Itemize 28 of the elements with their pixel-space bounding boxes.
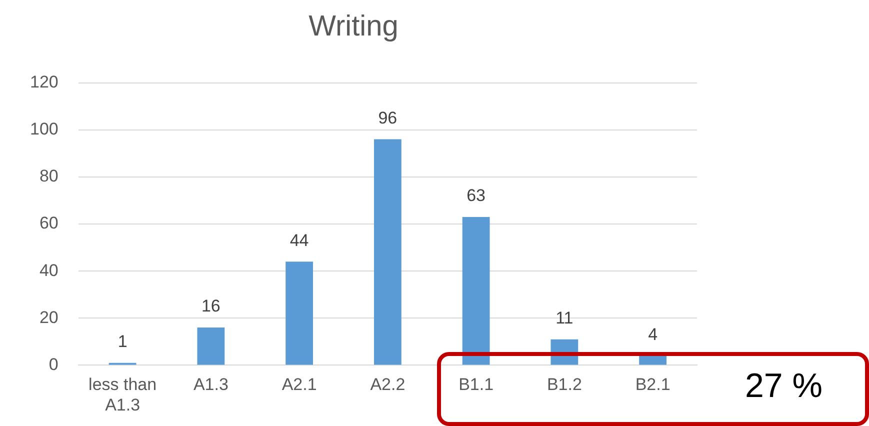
data-label: 16 bbox=[201, 296, 220, 316]
data-label: 11 bbox=[556, 308, 574, 328]
x-tick-label: B1.2 bbox=[546, 375, 582, 394]
bar bbox=[374, 139, 402, 365]
bar bbox=[639, 356, 667, 365]
bar bbox=[462, 216, 490, 365]
x-tick-label: A2.2 bbox=[370, 375, 406, 394]
chart-title: Writing bbox=[308, 10, 398, 42]
data-label: 63 bbox=[466, 186, 486, 206]
y-tick-label: 0 bbox=[48, 354, 58, 374]
x-tick-label: B2.1 bbox=[635, 375, 670, 394]
y-tick-label: 80 bbox=[39, 166, 58, 186]
data-label: 4 bbox=[648, 324, 658, 344]
x-tick-label: B1.1 bbox=[458, 375, 494, 394]
y-tick-label: 60 bbox=[39, 214, 58, 233]
bar bbox=[286, 262, 314, 365]
data-label: 44 bbox=[290, 230, 309, 250]
data-label: 1 bbox=[118, 332, 128, 352]
y-tick-label: 40 bbox=[39, 260, 58, 280]
data-label: 96 bbox=[378, 108, 398, 128]
y-tick-label: 120 bbox=[30, 72, 58, 92]
x-tick-label: A1.3 bbox=[193, 375, 228, 394]
x-tick-label: A2.1 bbox=[282, 375, 317, 394]
text: 27 % bbox=[745, 367, 822, 406]
bar bbox=[197, 328, 225, 365]
x-tick-label: less than A1.3 bbox=[88, 375, 157, 414]
y-tick-label: 100 bbox=[30, 120, 58, 139]
y-tick-label: 20 bbox=[39, 308, 58, 327]
